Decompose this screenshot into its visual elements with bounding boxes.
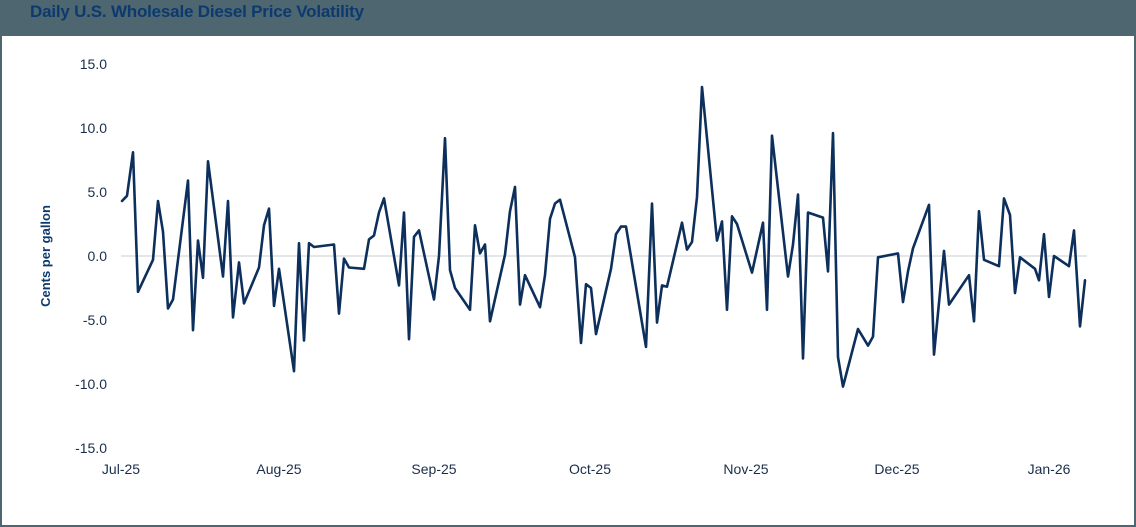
y-tick-label: -5.0	[83, 312, 107, 328]
chart-title: Daily U.S. Wholesale Diesel Price Volati…	[30, 2, 364, 21]
x-tick-label: Jul-25	[102, 461, 140, 477]
y-tick-label: 5.0	[88, 184, 108, 200]
y-tick-label: 15.0	[80, 56, 107, 72]
x-tick-label: Aug-25	[256, 461, 301, 477]
x-tick-label: Oct-25	[569, 461, 611, 477]
x-tick-label: Sep-25	[411, 461, 456, 477]
y-tick-label: 0.0	[88, 248, 108, 264]
y-axis-label: Cents per gallon	[38, 205, 53, 307]
x-tick-label: Jan-26	[1028, 461, 1071, 477]
header-bar: Daily U.S. Wholesale Diesel Price Volati…	[0, 0, 1136, 36]
x-tick-label: Nov-25	[723, 461, 768, 477]
y-tick-label: -10.0	[75, 376, 107, 392]
y-tick-label: -15.0	[75, 440, 107, 456]
y-axis-ticks: 15.0 10.0 5.0 0.0 -5.0 -10.0 -15.0	[75, 56, 107, 456]
x-tick-label: Dec-25	[874, 461, 919, 477]
data-line	[120, 85, 1087, 388]
x-axis-ticks: Jul-25 Aug-25 Sep-25 Oct-25 Nov-25 Dec-25 Jan-…	[102, 461, 1071, 477]
y-tick-label: 10.0	[80, 120, 107, 136]
